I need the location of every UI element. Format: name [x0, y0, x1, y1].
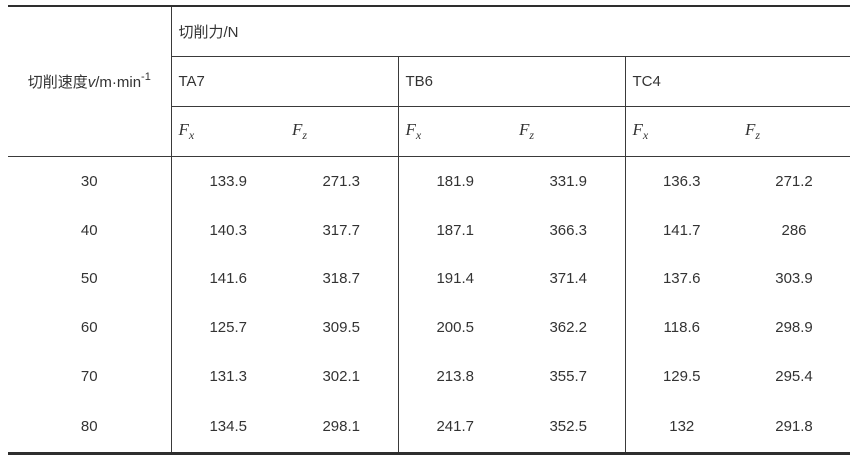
speed-cell: 40 — [8, 206, 172, 255]
force-value-cell: 295.4 — [775, 367, 813, 385]
force-component-header-ta7-fx: Fx — [170, 106, 285, 157]
force-value-cell: 132 — [624, 400, 738, 454]
speed-header-cell: 切削速度v/m·min-1 — [8, 6, 172, 157]
force-symbol: F — [292, 119, 303, 139]
force-subscript: x — [188, 127, 195, 142]
table-row: 40 140.3 317.7 187.1 366.3 141.7 286 — [8, 206, 850, 255]
force-value-cell: 362.2 — [549, 319, 588, 337]
force-value-cell: 241.7 — [397, 400, 512, 454]
speed-cell: 80 — [8, 400, 172, 454]
force-component-header-tb6-fx: Fx — [397, 106, 512, 157]
force-value-cell: 371.4 — [549, 270, 588, 288]
force-component-header-tc4-fx: Fx — [624, 106, 738, 157]
table-header-row-3: Fx Fz Fx Fz Fx Fz — [8, 106, 851, 157]
table-header-row-2: TA7 TB6 TC4 — [8, 56, 851, 107]
speed-cell: 70 — [8, 351, 172, 401]
force-value-cell: 191.4 — [397, 254, 512, 304]
speed-cell: 50 — [8, 254, 172, 304]
force-value-cell: 141.7 — [624, 206, 738, 255]
force-value-cell: 131.3 — [170, 351, 285, 401]
force-value-cell: 355.7 — [549, 367, 588, 385]
table-row: 70 131.3 302.1 213.8 355.7 129.5 295.4 — [8, 351, 850, 401]
force-value-cell: 129.5 — [624, 351, 738, 401]
table-row: 80 134.5 298.1 241.7 352.5 132 291.8 — [8, 400, 850, 454]
cutting-force-table: 切削速度v/m·min-1 切削力/N TA7 TB6 TC4 Fx Fz Fx… — [8, 5, 851, 455]
force-value-cell: 309.5 — [322, 319, 361, 337]
force-symbol: F — [632, 119, 643, 139]
force-component-header-tc4-fz: Fz — [738, 106, 851, 157]
force-value-cell: 298.9 — [775, 319, 813, 337]
force-group-header-cell: 切削力/N — [170, 6, 851, 57]
speed-unit: /m·min — [95, 73, 142, 91]
force-value-cell: 118.6 — [624, 303, 738, 352]
force-value-cell: 291.8 — [775, 417, 813, 435]
force-subscript: z — [755, 127, 761, 142]
force-subscript: z — [302, 127, 308, 142]
force-value-cell: 298.1 — [322, 417, 361, 435]
force-subscript: x — [415, 127, 422, 142]
table-row: 30 133.9 271.3 181.9 331.9 136.3 271.2 — [8, 156, 850, 207]
speed-header-prefix: 切削速度 — [27, 73, 88, 91]
table-row: 60 125.7 309.5 200.5 362.2 118.6 298.9 — [8, 303, 850, 352]
force-value-cell: 317.7 — [322, 221, 361, 239]
force-value-cell: 352.5 — [549, 417, 588, 435]
table-header-row-1: 切削速度v/m·min-1 切削力/N — [8, 6, 851, 157]
material-header-tb6: TB6 — [397, 56, 625, 107]
force-value-cell: 133.9 — [170, 156, 285, 207]
force-value-cell: 200.5 — [397, 303, 512, 352]
force-value-cell: 140.3 — [170, 206, 285, 255]
force-component-header-tb6-fz: Fz — [512, 106, 625, 157]
force-symbol: F — [519, 119, 530, 139]
table-row: 50 141.6 318.7 191.4 371.4 137.6 303.9 — [8, 254, 850, 304]
force-subscript: x — [642, 127, 649, 142]
force-value-cell: 302.1 — [322, 367, 361, 385]
material-header-tc4: TC4 — [624, 56, 851, 107]
force-value-cell: 366.3 — [549, 221, 588, 239]
force-value-cell: 331.9 — [549, 172, 588, 190]
material-header-ta7: TA7 — [170, 56, 398, 107]
force-subscript: z — [529, 127, 535, 142]
force-symbol: F — [405, 119, 416, 139]
speed-exponent: -1 — [141, 70, 151, 83]
force-value-cell: 187.1 — [397, 206, 512, 255]
force-value-cell: 136.3 — [624, 156, 738, 207]
speed-cell: 60 — [8, 303, 172, 352]
force-value-cell: 141.6 — [170, 254, 285, 304]
force-value-cell: 134.5 — [170, 400, 285, 454]
force-value-cell: 271.2 — [775, 172, 813, 190]
force-value-cell: 213.8 — [397, 351, 512, 401]
force-value-cell: 286 — [781, 221, 807, 239]
force-symbol: F — [745, 119, 756, 139]
force-component-header-ta7-fz: Fz — [285, 106, 398, 157]
force-symbol: F — [178, 119, 189, 139]
force-value-cell: 125.7 — [170, 303, 285, 352]
force-value-cell: 271.3 — [322, 172, 361, 190]
force-value-cell: 303.9 — [775, 270, 813, 288]
speed-cell: 30 — [8, 156, 172, 207]
force-value-cell: 137.6 — [624, 254, 738, 304]
force-value-cell: 318.7 — [322, 270, 361, 288]
speed-variable: v — [87, 73, 96, 91]
force-value-cell: 181.9 — [397, 156, 512, 207]
